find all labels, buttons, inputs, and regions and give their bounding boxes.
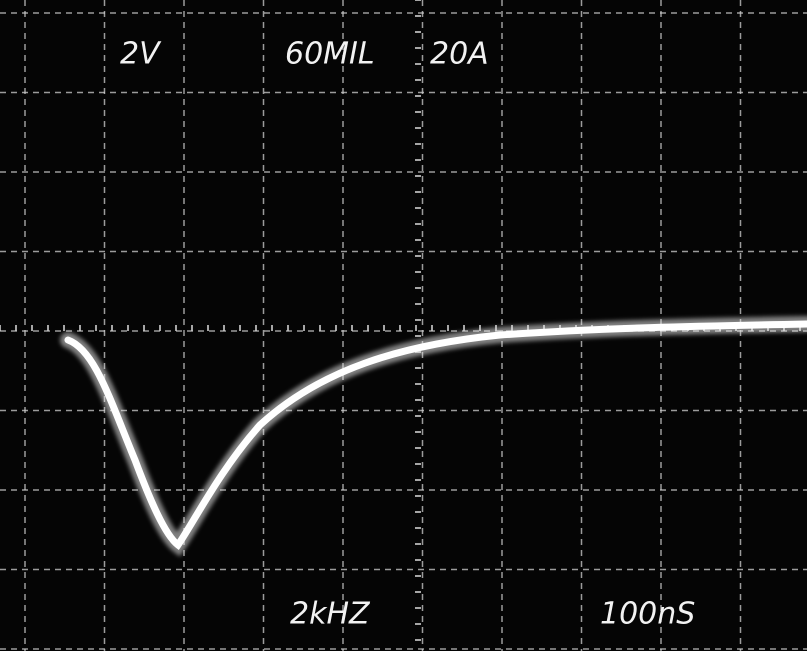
screen-label: 2V: [120, 37, 162, 72]
screen-label: 2kHZ: [290, 597, 371, 632]
trace: [60, 316, 807, 557]
screen-label: 60MIL: [285, 37, 375, 72]
screen-label: 100nS: [600, 597, 695, 632]
screen-label: 20A: [430, 37, 489, 72]
trace-line: [64, 320, 807, 551]
